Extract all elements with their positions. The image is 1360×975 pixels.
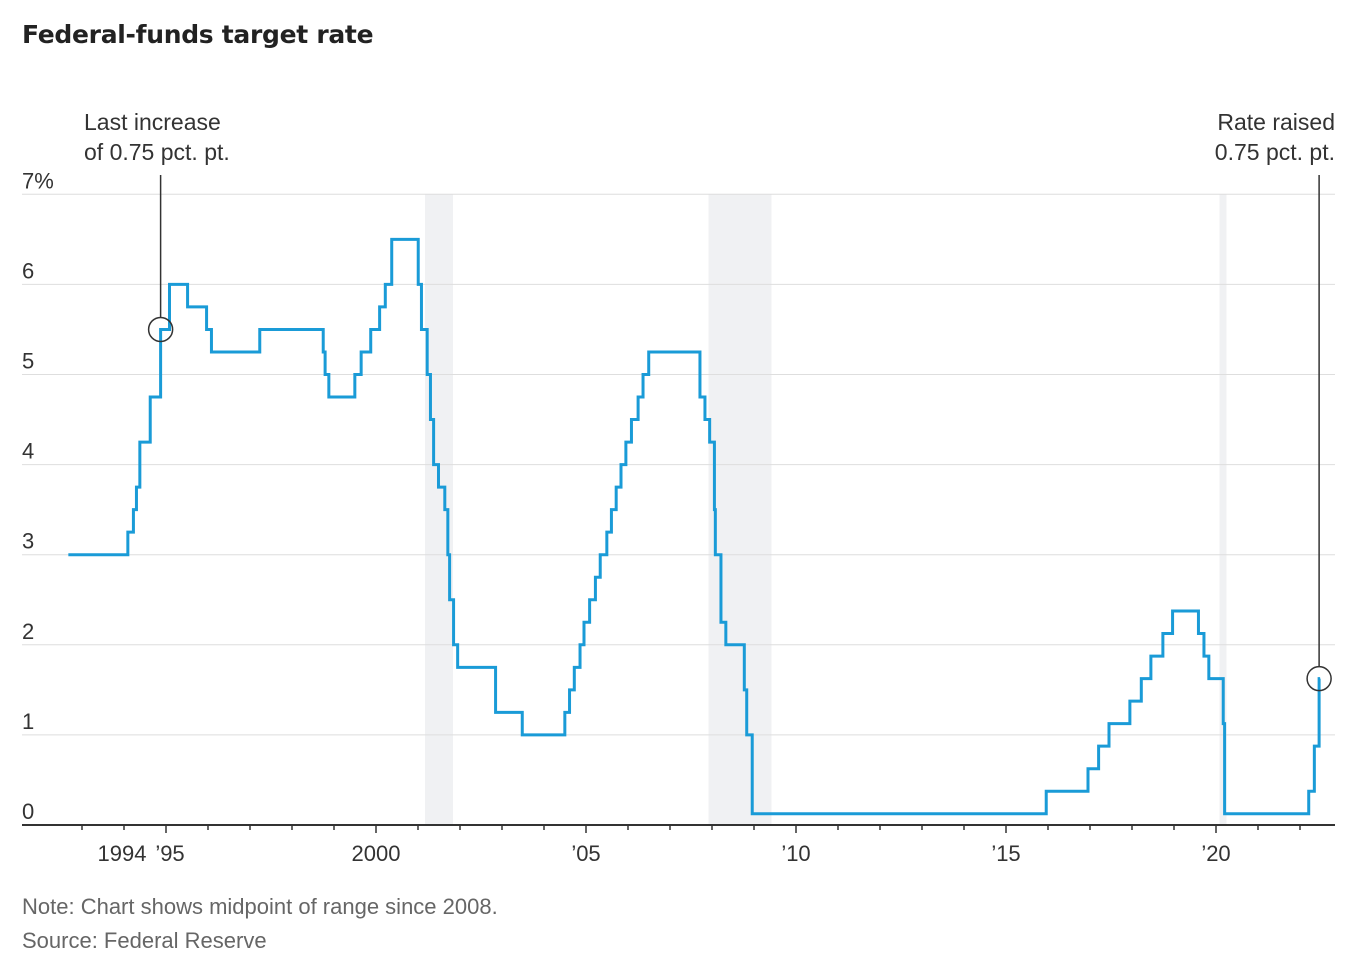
x-tick-label: ’10 <box>781 841 810 866</box>
x-tick-label: 2000 <box>352 841 401 866</box>
y-tick-label: 2 <box>22 619 34 644</box>
y-tick-label: 6 <box>22 258 34 283</box>
x-tick-label: ’20 <box>1201 841 1230 866</box>
x-tick-label: 1994 <box>98 841 147 866</box>
y-tick-label: 1 <box>22 709 34 734</box>
chart-source: Source: Federal Reserve <box>22 928 267 953</box>
chart-title: Federal-funds target rate <box>22 20 374 49</box>
annotation-label: 0.75 pct. pt. <box>1215 139 1335 165</box>
annotation-label: Rate raised <box>1217 109 1335 135</box>
y-tick-label: 3 <box>22 529 34 554</box>
chart-note: Note: Chart shows midpoint of range sinc… <box>22 894 498 919</box>
x-tick-label: ’95 <box>155 841 184 866</box>
x-tick-label: ’05 <box>571 841 600 866</box>
annotation-circle <box>1306 665 1332 692</box>
y-tick-label: 7% <box>22 168 54 193</box>
rate-line <box>68 237 1321 816</box>
x-tick-label: ’15 <box>991 841 1020 866</box>
recession-band <box>1219 194 1227 825</box>
y-tick-label: 5 <box>22 349 34 374</box>
annotation-label: of 0.75 pct. pt. <box>84 139 230 165</box>
recession-band <box>708 194 772 825</box>
y-tick-label: 0 <box>22 799 34 824</box>
annotation-label: Last increase <box>84 109 221 135</box>
annotation-circle <box>147 316 174 343</box>
y-tick-label: 4 <box>22 439 34 464</box>
